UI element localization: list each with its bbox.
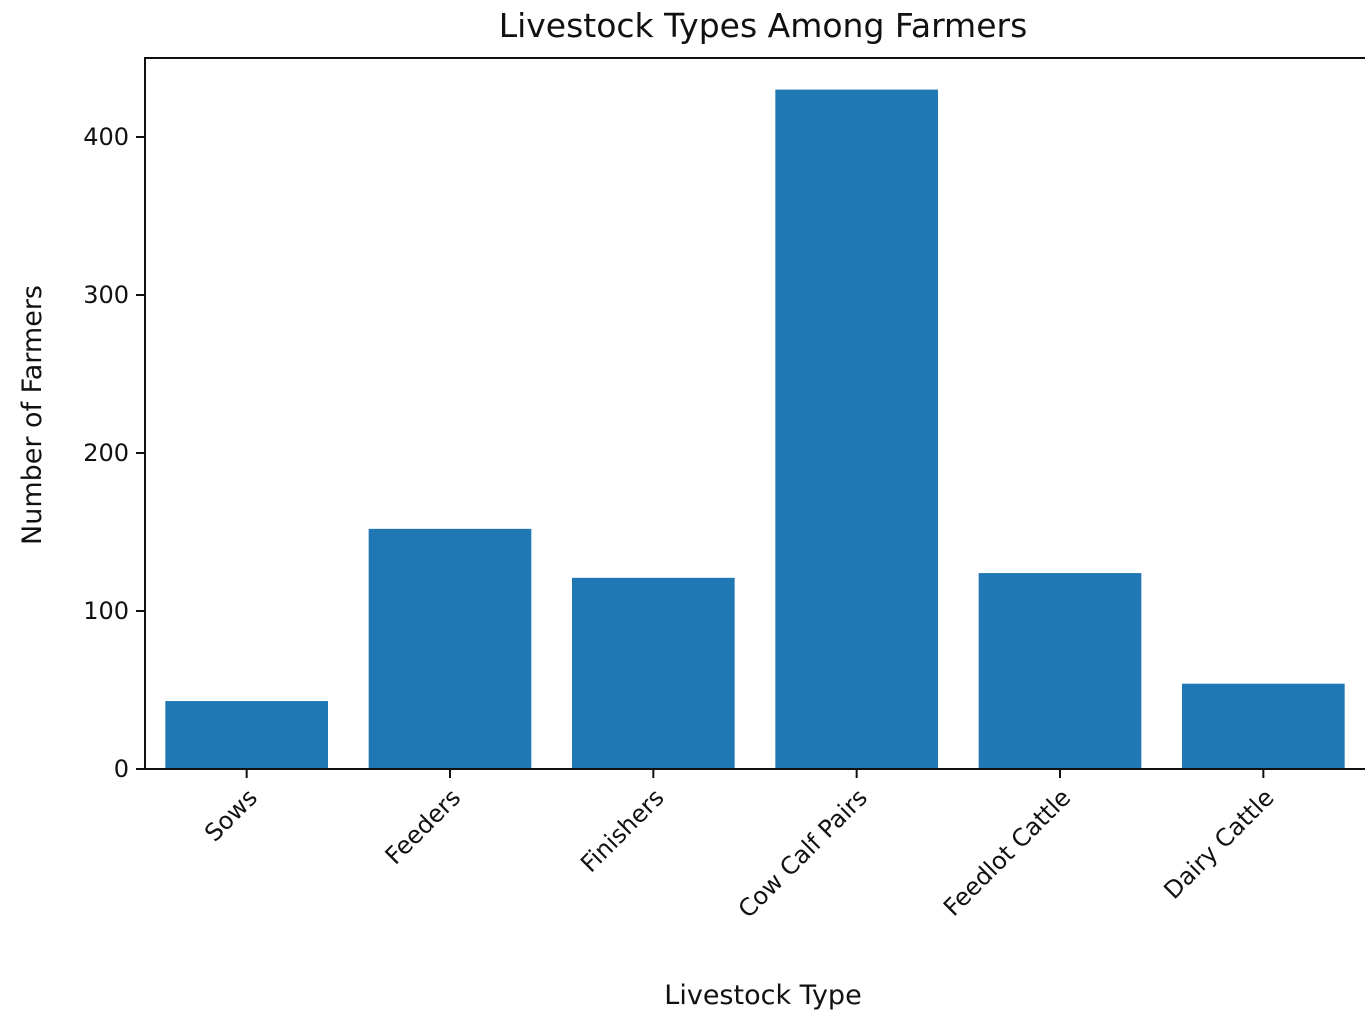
bar-cow-calf-pairs <box>775 89 938 770</box>
x-tick-label: Cow Calf Pairs <box>733 783 873 923</box>
x-axis-ticks: Sows Feeders Finishers Cow Calf Pairs Feedlo… <box>199 769 1280 923</box>
x-tick-label: Finishers <box>575 783 669 877</box>
y-axis-ticks: 0 100 200 300 400 <box>83 123 145 783</box>
x-tick-label: Dairy Cattle <box>1158 783 1279 904</box>
bar-sows <box>165 701 328 769</box>
x-tick-label: Feedlot Cattle <box>938 783 1076 921</box>
y-tick-label: 100 <box>83 597 129 625</box>
y-tick-label: 400 <box>83 123 129 151</box>
y-tick-label: 300 <box>83 281 129 309</box>
bar-dairy-cattle <box>1182 683 1345 769</box>
plot-frame <box>144 57 1365 770</box>
y-tick-label: 200 <box>83 439 129 467</box>
y-tick-label: 0 <box>114 755 129 783</box>
x-tick-label: Feeders <box>380 783 467 870</box>
x-tick-label: Sows <box>199 783 263 847</box>
bars-group <box>165 89 1345 770</box>
x-axis-label: Livestock Type <box>664 980 861 1011</box>
chart-title: Livestock Types Among Farmers <box>499 6 1028 45</box>
bar-finishers <box>572 577 735 769</box>
bar-feedlot-cattle <box>978 573 1142 769</box>
bar-feeders <box>368 528 532 769</box>
y-axis-label: Number of Farmers <box>17 285 48 545</box>
